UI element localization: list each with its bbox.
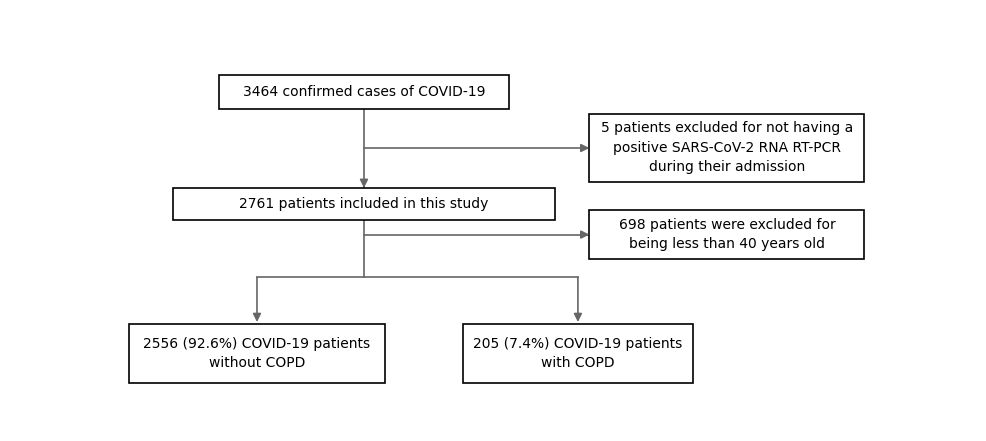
FancyBboxPatch shape [219,75,509,109]
FancyBboxPatch shape [590,114,865,182]
Text: 3464 confirmed cases of COVID-19: 3464 confirmed cases of COVID-19 [243,85,485,99]
FancyBboxPatch shape [173,188,555,220]
Text: 2761 patients included in this study: 2761 patients included in this study [240,197,489,211]
Text: 5 patients excluded for not having a
positive SARS-CoV-2 RNA RT-PCR
during their: 5 patients excluded for not having a pos… [600,122,853,175]
Text: 205 (7.4%) COVID-19 patients
with COPD: 205 (7.4%) COVID-19 patients with COPD [473,336,682,370]
FancyBboxPatch shape [129,324,385,383]
FancyBboxPatch shape [463,324,692,383]
Text: 2556 (92.6%) COVID-19 patients
without COPD: 2556 (92.6%) COVID-19 patients without C… [143,336,371,370]
Text: 698 patients were excluded for
being less than 40 years old: 698 patients were excluded for being les… [618,218,835,251]
FancyBboxPatch shape [590,210,865,259]
